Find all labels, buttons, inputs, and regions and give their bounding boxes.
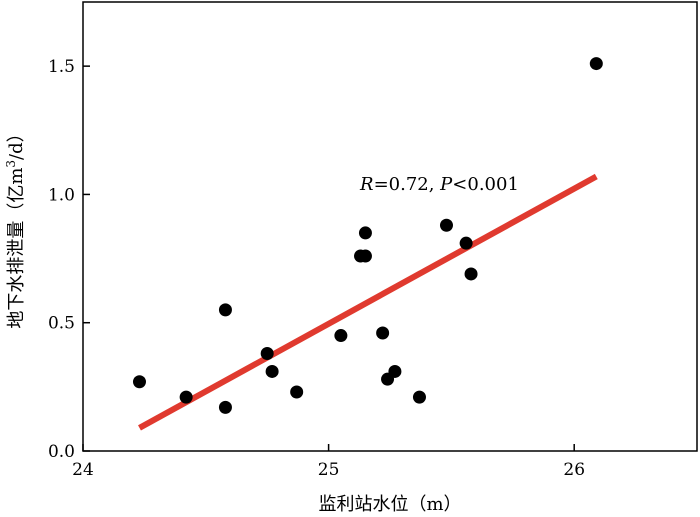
y-axis-ticks: 0.0 0.5 1.0 1.5 [48, 57, 90, 462]
r-symbol: R [359, 174, 374, 195]
p-symbol: P [439, 174, 453, 195]
data-point [218, 400, 232, 414]
data-point [260, 347, 274, 361]
data-point [388, 364, 402, 378]
data-point [179, 390, 193, 404]
data-point [265, 364, 279, 378]
data-points [132, 57, 603, 414]
x-axis-ticks: 24 25 26 [72, 444, 585, 480]
p-value: <0.001 [452, 174, 519, 195]
x-tick-label: 24 [72, 460, 94, 480]
x-tick-label: 25 [318, 460, 340, 480]
plot-frame [82, 1, 698, 452]
data-point [412, 390, 426, 404]
r-value: =0.72, [374, 174, 441, 195]
regression-line-group [138, 173, 598, 431]
data-point [218, 303, 232, 317]
data-point [439, 218, 453, 232]
regression-line [138, 173, 598, 431]
y-axis-title: 地下水排泄量（亿m3/d） [4, 124, 27, 328]
data-point [358, 249, 372, 263]
data-point [290, 385, 304, 399]
data-point [358, 226, 372, 240]
data-point [132, 375, 146, 389]
data-point [459, 236, 473, 250]
y-axis-title-tail: /d） [6, 124, 27, 160]
x-tick-label: 26 [563, 460, 585, 480]
data-point [376, 326, 390, 340]
correlation-annotation: R=0.72, P<0.001 [359, 174, 519, 195]
data-point [589, 57, 603, 71]
data-point [464, 267, 478, 281]
y-axis-title-main: 地下水排泄量（亿m [6, 168, 27, 329]
y-tick-label: 0.0 [48, 442, 75, 462]
x-axis-title: 监利站水位（m） [318, 494, 461, 515]
y-axis-title-sup: 3 [4, 160, 18, 168]
data-point [334, 329, 348, 343]
y-tick-label: 1.0 [48, 185, 75, 205]
y-tick-label: 1.5 [48, 57, 75, 77]
y-tick-label: 0.5 [48, 314, 75, 334]
